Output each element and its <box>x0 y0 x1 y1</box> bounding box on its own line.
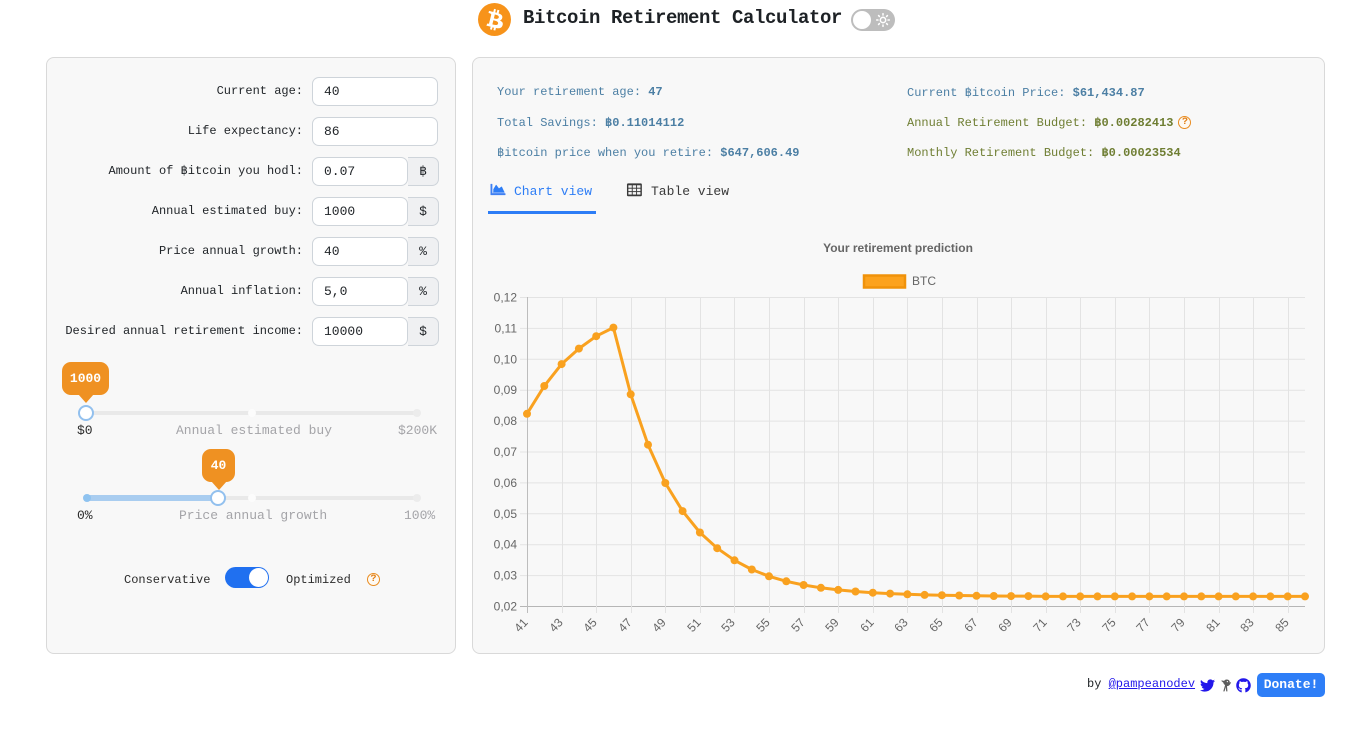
svg-text:51: 51 <box>684 615 704 635</box>
svg-text:85: 85 <box>1272 615 1292 635</box>
svg-text:83: 83 <box>1237 615 1257 635</box>
svg-text:0,11: 0,11 <box>495 321 518 335</box>
svg-text:73: 73 <box>1064 615 1084 635</box>
svg-text:81: 81 <box>1203 615 1223 635</box>
svg-text:55: 55 <box>753 615 773 635</box>
svg-text:63: 63 <box>891 615 911 635</box>
svg-text:53: 53 <box>718 615 738 635</box>
svg-text:0,06: 0,06 <box>494 476 518 490</box>
svg-text:0,09: 0,09 <box>494 383 518 397</box>
svg-text:0,07: 0,07 <box>494 445 518 459</box>
svg-text:71: 71 <box>1030 615 1050 635</box>
svg-text:69: 69 <box>995 615 1015 635</box>
svg-text:59: 59 <box>822 615 842 635</box>
svg-text:0,12: 0,12 <box>494 291 518 305</box>
svg-text:41: 41 <box>511 615 531 635</box>
svg-text:47: 47 <box>615 615 635 635</box>
svg-text:0,03: 0,03 <box>494 569 518 583</box>
svg-text:61: 61 <box>857 615 877 635</box>
svg-text:BTC: BTC <box>912 274 936 288</box>
svg-text:43: 43 <box>546 615 566 635</box>
svg-text:0,02: 0,02 <box>494 600 518 614</box>
svg-text:49: 49 <box>649 615 669 635</box>
svg-text:0,10: 0,10 <box>494 352 518 366</box>
svg-text:79: 79 <box>1168 615 1188 635</box>
svg-text:0,08: 0,08 <box>494 414 518 428</box>
svg-text:67: 67 <box>961 615 981 635</box>
svg-text:75: 75 <box>1099 615 1119 635</box>
svg-text:65: 65 <box>926 615 946 635</box>
svg-text:57: 57 <box>788 615 808 635</box>
svg-text:0,05: 0,05 <box>494 507 518 521</box>
svg-text:45: 45 <box>580 615 600 635</box>
svg-text:Your retirement prediction: Your retirement prediction <box>823 241 973 255</box>
svg-text:77: 77 <box>1133 615 1153 635</box>
svg-text:0,04: 0,04 <box>494 538 518 552</box>
